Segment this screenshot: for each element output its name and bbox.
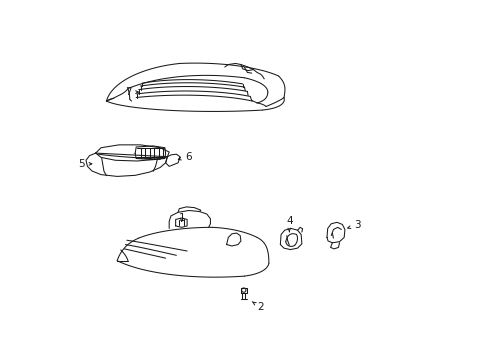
- Text: 1: 1: [178, 213, 184, 222]
- Text: 3: 3: [347, 220, 360, 230]
- Text: 7: 7: [124, 87, 138, 97]
- Text: 2: 2: [252, 302, 264, 312]
- Text: 6: 6: [178, 152, 192, 162]
- Text: 4: 4: [285, 216, 292, 232]
- Text: 5: 5: [78, 159, 92, 169]
